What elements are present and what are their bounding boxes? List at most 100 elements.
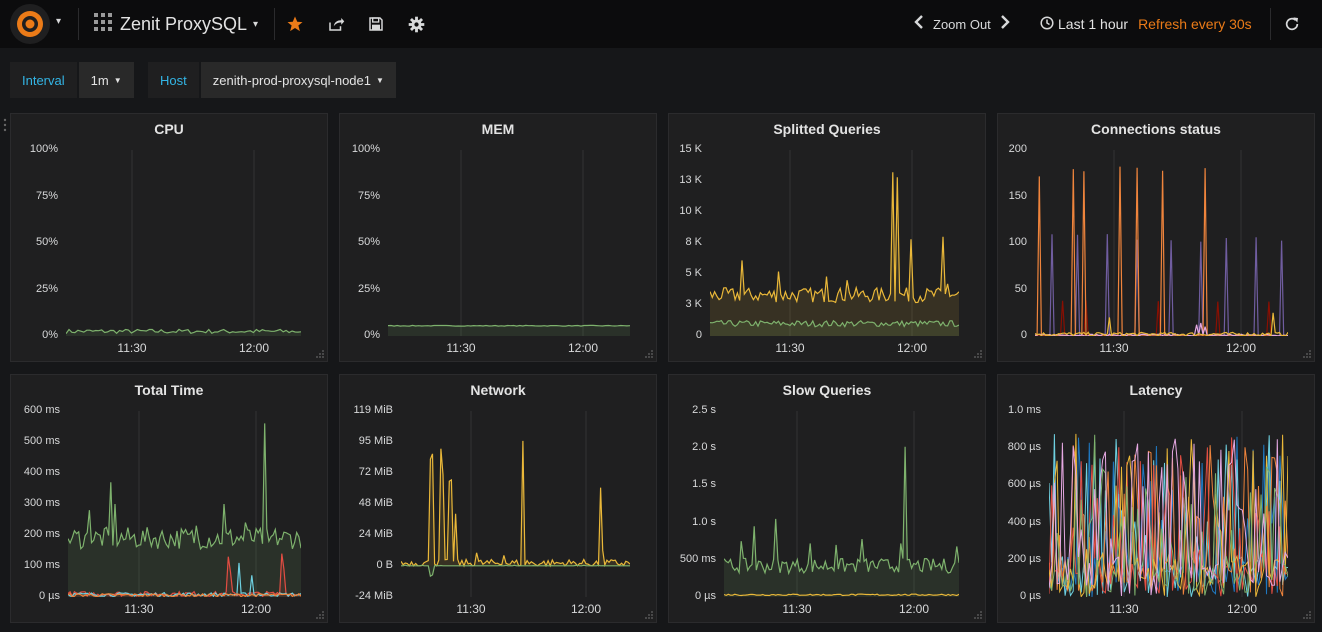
series-line (710, 172, 959, 304)
panel-graph-plot (66, 150, 301, 336)
y-axis-tick-label: 3 K (685, 298, 702, 310)
y-axis-tick-label: 200 (1008, 143, 1027, 155)
panel-network[interactable]: Network 119 MiB 95 MiB 72 MiB 48 MiB 24 MiB 0… (339, 374, 657, 623)
y-axis-tick-label: 0% (364, 329, 380, 341)
series-line-area (68, 423, 301, 597)
time-picker-button[interactable]: Last 1 hour Refresh every 30s (1040, 13, 1252, 35)
panel-resize-handle-icon[interactable] (645, 350, 653, 358)
series-line (1049, 438, 1288, 597)
star-icon[interactable] (283, 12, 307, 36)
x-axis-tick-label: 11:30 (124, 602, 154, 616)
series-line (710, 319, 959, 328)
y-axis-tick-label: 24 MiB (358, 528, 393, 540)
variable-interval-dropdown[interactable]: 1m ▼ (78, 62, 134, 98)
y-axis-tick-label: 500 ms (23, 435, 60, 447)
y-axis-tick-label: 800 µs (1007, 441, 1041, 454)
row-drag-handle[interactable] (3, 118, 7, 132)
save-icon[interactable] (364, 12, 388, 36)
caret-down-icon: ▼ (376, 75, 384, 85)
x-axis-tick-label: 12:00 (567, 341, 599, 355)
y-axis-tick-label: 600 µs (1007, 478, 1041, 491)
x-axis-tick-label: 11:30 (775, 341, 805, 355)
chevron-left-icon[interactable] (913, 14, 925, 34)
series-line (1049, 436, 1288, 597)
panel-resize-handle-icon[interactable] (316, 350, 324, 358)
panel-title[interactable]: Connections status (1091, 121, 1221, 137)
variable-host-dropdown[interactable]: zenith-prod-proxysql-node1 ▼ (200, 62, 396, 98)
y-axis-tick-label: 8 K (685, 236, 702, 248)
series-line-area (401, 440, 630, 566)
series-line (1035, 312, 1288, 336)
gear-icon[interactable] (404, 12, 428, 36)
panel-title[interactable]: Splitted Queries (773, 121, 881, 137)
series-line (1035, 322, 1288, 336)
y-axis-tick-label: 25% (357, 282, 380, 295)
panel-resize-handle-icon[interactable] (645, 611, 653, 619)
panel-resize-handle-icon[interactable] (1303, 350, 1311, 358)
y-axis-tick-label: 95 MiB (358, 435, 393, 447)
panel-title[interactable]: Network (470, 382, 526, 398)
y-axis-tick-label: 300 ms (23, 497, 60, 509)
variable-interval-label: Interval (10, 62, 77, 98)
y-axis-tick-label: 600 ms (23, 404, 60, 416)
panel-resize-handle-icon[interactable] (1303, 611, 1311, 619)
panel-total-time[interactable]: Total Time 600 ms 500 ms 400 ms 300 ms 200 m… (10, 374, 328, 623)
dashboard-title-button[interactable]: Zenit ProxySQL ▾ (94, 10, 258, 38)
panel-latency[interactable]: Latency 1.0 ms 800 µs 600 µs 400 µs 200 µs 0 … (997, 374, 1315, 623)
logo-caret-icon[interactable]: ▾ (56, 16, 62, 27)
panel-title[interactable]: CPU (154, 121, 184, 137)
variable-host-label: Host (148, 62, 199, 98)
panel-slow-queries[interactable]: Slow Queries 2.5 s 2.0 s 1.5 s 1.0 s 500 ms 0… (668, 374, 986, 623)
x-axis-tick-label: 12:00 (238, 341, 270, 355)
panel-graph-plot (1049, 411, 1288, 597)
grafana-logo-icon[interactable] (10, 4, 50, 44)
y-axis-tick-label: -24 MiB (355, 590, 393, 602)
series-line (68, 423, 301, 551)
y-axis-tick-label: 75% (357, 189, 380, 202)
panel-connections-status[interactable]: Connections status 200 150 100 50 0 11:30 12:0… (997, 113, 1315, 362)
series-line (1035, 166, 1288, 336)
chevron-right-icon[interactable] (999, 14, 1011, 34)
panel-title[interactable]: Slow Queries (782, 382, 872, 398)
series-line-area (724, 446, 959, 597)
panel-title[interactable]: MEM (481, 121, 515, 137)
y-axis-tick-label: 2.5 s (692, 404, 716, 416)
panel-resize-handle-icon[interactable] (974, 350, 982, 358)
x-axis-tick-label: 11:30 (117, 341, 147, 355)
x-axis-tick-label: 12:00 (896, 341, 928, 355)
y-axis-tick-label: 48 MiB (358, 497, 393, 509)
navbar-divider (1270, 8, 1271, 40)
y-axis-tick-label: 200 µs (1007, 552, 1041, 565)
x-axis-tick-label: 12:00 (898, 602, 930, 616)
series-line (68, 592, 301, 597)
zoom-controls: Zoom Out (913, 12, 1011, 36)
y-axis-tick-label: 150 (1008, 189, 1027, 202)
y-axis-tick-label: 1.0 ms (1007, 404, 1041, 416)
y-axis-tick-label: 0 µs (38, 590, 60, 602)
y-axis-tick-label: 100% (29, 143, 58, 155)
panel-title[interactable]: Latency (1129, 382, 1183, 398)
x-axis-tick-label: 11:30 (1099, 341, 1129, 355)
panel-resize-handle-icon[interactable] (974, 611, 982, 619)
share-icon[interactable] (324, 12, 348, 36)
y-axis-tick-label: 0 µs (1019, 590, 1041, 602)
panel-resize-handle-icon[interactable] (316, 611, 324, 619)
x-axis-tick-label: 11:30 (782, 602, 812, 616)
variable-interval-value: 1m (90, 72, 109, 88)
y-axis-tick-label: 13 K (679, 174, 702, 186)
dashboard-title-caret-icon: ▾ (253, 18, 259, 30)
refresh-icon[interactable] (1280, 12, 1304, 36)
y-axis-tick-label: 72 MiB (358, 466, 393, 478)
y-axis-tick-label: 75% (35, 189, 58, 202)
panel-mem[interactable]: MEM 100% 75% 50% 25% 0% 11:30 12:00 (339, 113, 657, 362)
series-line (401, 440, 630, 568)
zoom-out-button[interactable]: Zoom Out (933, 16, 991, 32)
panel-cpu[interactable]: CPU 100% 75% 50% 25% 0% 11:30 12:00 (10, 113, 328, 362)
panel-title[interactable]: Total Time (134, 382, 204, 398)
panel-splitted-queries[interactable]: Splitted Queries 15 K 13 K 10 K 8 K 5 K 3 K 0 1… (668, 113, 986, 362)
series-line (401, 564, 630, 578)
panel-graph-plot (724, 411, 959, 597)
variable-host-value: zenith-prod-proxysql-node1 (212, 72, 371, 88)
series-line-area (66, 329, 301, 336)
clock-icon (1040, 15, 1054, 33)
